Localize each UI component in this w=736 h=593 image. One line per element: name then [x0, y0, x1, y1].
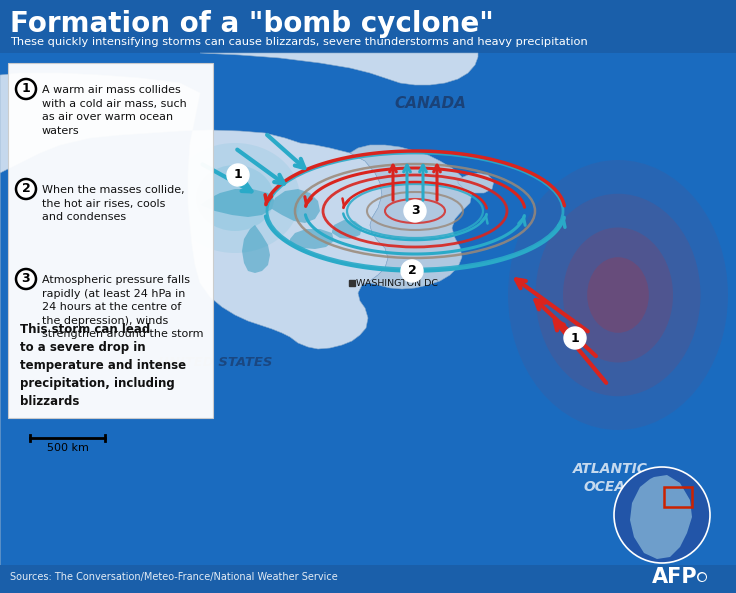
Text: A warm air mass collides
with a cold air mass, such
as air over warm ocean
water: A warm air mass collides with a cold air… [42, 85, 187, 136]
Polygon shape [350, 145, 472, 289]
Polygon shape [458, 173, 494, 193]
Bar [0, 0, 736, 53]
Polygon shape [272, 189, 320, 223]
Ellipse shape [587, 257, 649, 333]
Bar [0, 53, 736, 565]
Circle shape [16, 179, 36, 199]
Text: 1: 1 [233, 168, 242, 181]
Text: WASHINGTON DC: WASHINGTON DC [356, 279, 438, 288]
Text: 1: 1 [21, 82, 30, 95]
Text: When the masses collide,
the hot air rises, cools
and condenses: When the masses collide, the hot air ris… [42, 185, 185, 222]
Polygon shape [332, 220, 362, 239]
Polygon shape [200, 189, 275, 217]
Text: 3: 3 [21, 273, 30, 285]
Text: 2: 2 [21, 183, 30, 196]
Text: 3: 3 [411, 205, 420, 218]
Text: ATLANTIC
OCEAN: ATLANTIC OCEAN [573, 463, 648, 493]
Text: These quickly intensifying storms can cause blizzards, severe thunderstorms and : These quickly intensifying storms can ca… [10, 37, 588, 47]
Circle shape [16, 269, 36, 289]
Polygon shape [630, 475, 692, 559]
Ellipse shape [170, 143, 300, 253]
Text: UNITED STATES: UNITED STATES [158, 356, 272, 369]
FancyBboxPatch shape [8, 63, 213, 418]
Circle shape [564, 327, 586, 349]
Polygon shape [200, 53, 478, 85]
Text: 2: 2 [408, 264, 417, 278]
Circle shape [404, 200, 426, 222]
Ellipse shape [563, 228, 673, 362]
Text: Sources: The Conversation/Meteo-France/National Weather Service: Sources: The Conversation/Meteo-France/N… [10, 572, 338, 582]
Ellipse shape [508, 160, 728, 430]
Circle shape [614, 467, 710, 563]
Polygon shape [0, 73, 388, 565]
Circle shape [401, 260, 423, 282]
Ellipse shape [536, 194, 701, 396]
Text: 1: 1 [570, 331, 579, 345]
Text: This storm can lead
to a severe drop in
temperature and intense
precipitation, i: This storm can lead to a severe drop in … [20, 323, 186, 408]
Circle shape [697, 572, 707, 582]
Bar [0, 565, 736, 593]
Polygon shape [242, 225, 270, 273]
Circle shape [16, 79, 36, 99]
Text: Formation of a "bomb cyclone": Formation of a "bomb cyclone" [10, 10, 494, 38]
Text: ●: ● [698, 572, 707, 582]
Text: AFP: AFP [652, 567, 698, 587]
Text: 500 km: 500 km [46, 443, 88, 453]
Ellipse shape [196, 165, 274, 231]
Text: Atmospheric pressure falls
rapidly (at least 24 hPa in
24 hours at the centre of: Atmospheric pressure falls rapidly (at l… [42, 275, 203, 339]
Text: CANADA: CANADA [394, 95, 466, 110]
Circle shape [227, 164, 249, 186]
Polygon shape [290, 229, 334, 249]
